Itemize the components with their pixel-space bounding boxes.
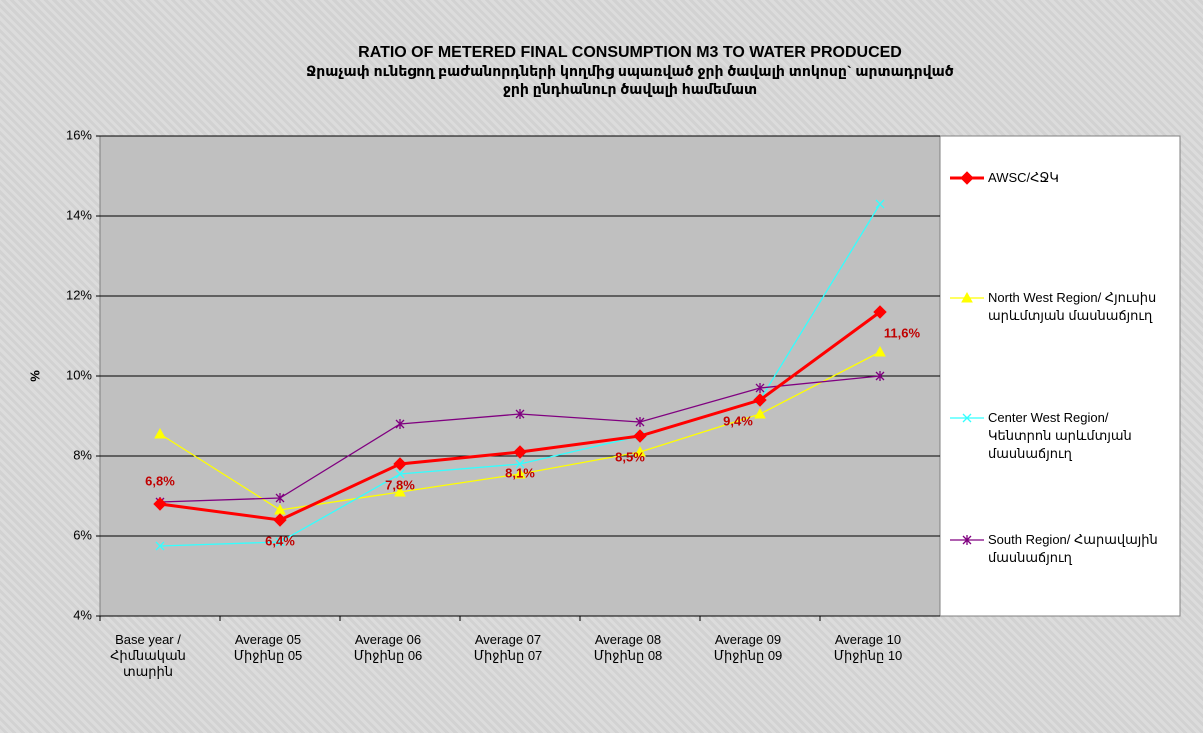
chart-subtitle: Ջրաչափ ունեցող բաժանորդների կողմից սպառվ… bbox=[306, 63, 954, 97]
legend-marker bbox=[960, 171, 974, 185]
data-label: 6,8% bbox=[145, 473, 175, 488]
y-tick-label: 14% bbox=[66, 207, 92, 222]
legend-label: AWSC/ՀՋԿ bbox=[988, 170, 1059, 185]
legend-marker bbox=[961, 291, 973, 303]
y-tick-label: 4% bbox=[73, 607, 92, 622]
x-tick-label: Base year / Հիմնական տարին bbox=[110, 632, 186, 679]
x-tick-label: Average 09 Միջինը 09 bbox=[713, 632, 783, 663]
point bbox=[275, 537, 285, 547]
point bbox=[634, 445, 646, 457]
point bbox=[515, 409, 525, 419]
point bbox=[874, 345, 886, 357]
point bbox=[515, 459, 525, 469]
y-tick-label: 6% bbox=[73, 527, 92, 542]
point bbox=[393, 457, 407, 471]
x-tick-label: Average 08 Միջինը 08 bbox=[593, 632, 663, 663]
data-label: 9,4% bbox=[723, 413, 753, 428]
point bbox=[754, 407, 766, 419]
x-tick-label: Average 10 Միջինը 10 bbox=[833, 632, 903, 663]
point bbox=[273, 513, 287, 527]
legend-marker bbox=[962, 535, 972, 545]
point bbox=[513, 445, 527, 459]
y-tick-label: 10% bbox=[66, 367, 92, 382]
legend-label: North West Region/ Հյուսիս արևմտյան մասն… bbox=[988, 290, 1157, 323]
legend-box bbox=[939, 135, 1181, 617]
point bbox=[275, 493, 285, 503]
point bbox=[153, 497, 167, 511]
point bbox=[635, 417, 645, 427]
y-axis-label: % bbox=[27, 370, 42, 382]
data-label: 7,8% bbox=[385, 477, 415, 492]
point bbox=[395, 419, 405, 429]
x-tick-label: Average 05 Միջինը 05 bbox=[233, 632, 303, 663]
point bbox=[755, 383, 765, 393]
y-tick-label: 16% bbox=[66, 127, 92, 142]
point bbox=[633, 429, 647, 443]
point bbox=[394, 485, 406, 497]
point bbox=[873, 305, 887, 319]
point bbox=[155, 541, 165, 551]
legend-label: South Region/ Հարավային մասնաճյուղ bbox=[988, 532, 1158, 565]
point bbox=[154, 427, 166, 439]
data-label: 8,5% bbox=[615, 449, 645, 464]
point bbox=[514, 467, 526, 479]
chart-title: RATIO OF METERED FINAL CONSUMPTION M3 TO… bbox=[358, 44, 902, 61]
data-label: 11,6% bbox=[884, 325, 921, 340]
point bbox=[395, 469, 405, 479]
data-label: 6,4% bbox=[265, 533, 295, 548]
legend-label: Center West Region/ Կենտրոն արևմտյան մաս… bbox=[988, 410, 1132, 461]
point bbox=[753, 393, 767, 407]
x-tick-label: Average 06 Միջինը 06 bbox=[353, 632, 423, 663]
point bbox=[875, 199, 885, 209]
legend-marker bbox=[962, 413, 972, 423]
y-tick-label: 12% bbox=[66, 287, 92, 302]
data-label: 8,1% bbox=[505, 465, 535, 480]
point bbox=[875, 371, 885, 381]
y-tick-label: 8% bbox=[73, 447, 92, 462]
x-tick-label: Average 07 Միջինը 07 bbox=[473, 632, 543, 663]
